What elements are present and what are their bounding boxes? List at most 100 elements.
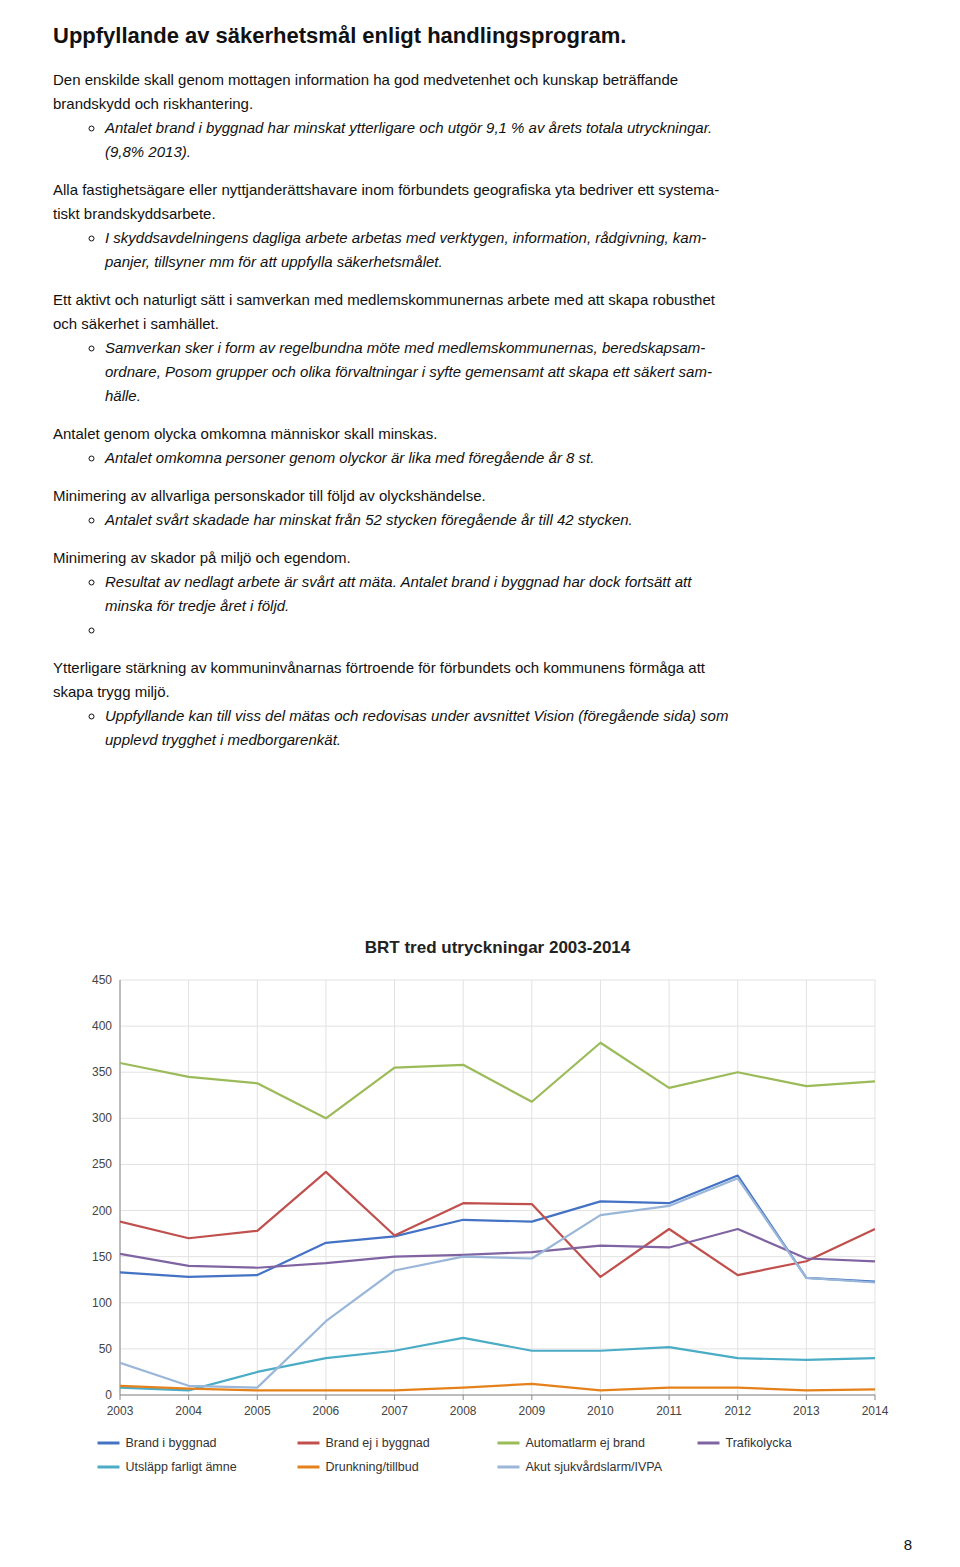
series-line bbox=[120, 1172, 875, 1277]
x-tick bbox=[120, 1395, 121, 1400]
bullet-line: (9,8% 2013). bbox=[105, 140, 933, 164]
bullet-line: upplevd trygghet i medborgarenkät. bbox=[105, 728, 933, 752]
legend-swatch bbox=[98, 1466, 120, 1469]
x-tick-label: 2003 bbox=[107, 1404, 134, 1418]
legend-swatch bbox=[98, 1442, 120, 1445]
bullet-list: Antalet omkomna personer genom olyckor ä… bbox=[53, 446, 933, 470]
paragraph: Den enskilde skall genom mottagen inform… bbox=[53, 68, 933, 164]
x-tick-label: 2011 bbox=[656, 1404, 682, 1418]
bullet-line: Antalet svårt skadade har minskat från 5… bbox=[105, 508, 933, 532]
x-tick bbox=[531, 1395, 532, 1400]
bullet-line: Resultat av nedlagt arbete är svårt att … bbox=[105, 570, 933, 594]
x-grid-line bbox=[669, 980, 670, 1395]
y-grid-line bbox=[120, 1072, 875, 1073]
chart-title: BRT tred utryckningar 2003-2014 bbox=[365, 938, 631, 957]
y-tick-label: 0 bbox=[105, 1388, 112, 1402]
paragraph: Alla fastighetsägare eller nyttjanderätt… bbox=[53, 178, 933, 274]
paragraph-line: Alla fastighetsägare eller nyttjanderätt… bbox=[53, 178, 933, 202]
bullet-list: Uppfyllande kan till viss del mätas och … bbox=[53, 704, 933, 752]
paragraph-line: skapa trygg miljö. bbox=[53, 680, 933, 704]
x-grid-line bbox=[325, 980, 326, 1395]
legend-label: Brand ej i byggnad bbox=[326, 1436, 430, 1450]
x-axis bbox=[120, 1395, 875, 1396]
paragraph: Antalet genom olycka omkomna människor s… bbox=[53, 422, 933, 470]
legend-label: Akut sjukvårdslarm/IVPA bbox=[526, 1460, 663, 1474]
x-tick bbox=[257, 1395, 258, 1400]
x-grid-line bbox=[120, 980, 121, 1395]
y-grid-line bbox=[120, 1395, 875, 1396]
paragraph-line: tiskt brandskyddsarbete. bbox=[53, 202, 933, 226]
legend-label: Trafikolycka bbox=[726, 1436, 792, 1450]
bullet: Samverkan sker i form av regelbundna möt… bbox=[105, 336, 933, 408]
x-grid-line bbox=[257, 980, 258, 1395]
legend-swatch bbox=[498, 1442, 520, 1445]
x-tick-label: 2009 bbox=[518, 1404, 545, 1418]
x-grid-line bbox=[806, 980, 807, 1395]
series-line bbox=[120, 1338, 875, 1391]
bullet-list: Resultat av nedlagt arbete är svårt att … bbox=[53, 570, 933, 642]
legend-label: Utsläpp farligt ämne bbox=[126, 1460, 237, 1474]
legend-swatch bbox=[498, 1466, 520, 1469]
bullet: I skyddsavdelningens dagliga arbete arbe… bbox=[105, 226, 933, 274]
paragraph-line: Den enskilde skall genom mottagen inform… bbox=[53, 68, 933, 92]
legend-label: Drunkning/tillbud bbox=[326, 1460, 419, 1474]
x-tick bbox=[325, 1395, 326, 1400]
x-tick bbox=[463, 1395, 464, 1400]
y-tick-label: 450 bbox=[92, 973, 112, 987]
paragraph: Minimering av skador på miljö och egendo… bbox=[53, 546, 933, 642]
y-axis bbox=[120, 980, 121, 1395]
legend-label: Automatlarm ej brand bbox=[526, 1436, 646, 1450]
grid bbox=[120, 980, 875, 1395]
paragraph-line: Minimering av allvarliga personskador ti… bbox=[53, 484, 933, 508]
paragraph: Ytterligare stärkning av kommuninvånarna… bbox=[53, 656, 933, 752]
x-grid-line bbox=[875, 980, 876, 1395]
x-tick-label: 2004 bbox=[175, 1404, 202, 1418]
y-grid-line bbox=[120, 1026, 875, 1027]
x-tick bbox=[600, 1395, 601, 1400]
y-tick-label: 250 bbox=[92, 1157, 112, 1171]
legend-swatch bbox=[298, 1466, 320, 1469]
bullet: Uppfyllande kan till viss del mätas och … bbox=[105, 704, 933, 752]
text-section: Uppfyllande av säkerhetsmål enligt handl… bbox=[53, 22, 933, 752]
y-tick-label: 300 bbox=[92, 1111, 112, 1125]
y-tick-label: 350 bbox=[92, 1065, 112, 1079]
bullet-line: hälle. bbox=[105, 384, 933, 408]
y-grid-line bbox=[120, 980, 875, 981]
y-grid-line bbox=[120, 1302, 875, 1303]
paragraph-line: och säkerhet i samhället. bbox=[53, 312, 933, 336]
y-tick-label: 100 bbox=[92, 1296, 112, 1310]
paragraph: Minimering av allvarliga personskador ti… bbox=[53, 484, 933, 532]
x-grid-line bbox=[463, 980, 464, 1395]
bullet-list: Samverkan sker i form av regelbundna möt… bbox=[53, 336, 933, 408]
paragraph-line: Ytterligare stärkning av kommuninvånarna… bbox=[53, 656, 933, 680]
bullet-list: I skyddsavdelningens dagliga arbete arbe… bbox=[53, 226, 933, 274]
chart: BRT tred utryckningar 2003-2014050100150… bbox=[60, 925, 900, 1500]
series-line bbox=[120, 1043, 875, 1119]
x-tick bbox=[737, 1395, 738, 1400]
bullet-line: I skyddsavdelningens dagliga arbete arbe… bbox=[105, 226, 933, 250]
x-tick-label: 2007 bbox=[381, 1404, 408, 1418]
bullet-line: Samverkan sker i form av regelbundna möt… bbox=[105, 336, 933, 360]
x-tick-label: 2006 bbox=[313, 1404, 340, 1418]
x-tick-label: 2005 bbox=[244, 1404, 271, 1418]
series-lines bbox=[120, 1043, 875, 1391]
page-heading: Uppfyllande av säkerhetsmål enligt handl… bbox=[53, 22, 933, 50]
x-tick-label: 2012 bbox=[724, 1404, 751, 1418]
legend-swatch bbox=[698, 1442, 720, 1445]
x-grid-line bbox=[394, 980, 395, 1395]
paragraph-line: Ett aktivt och naturligt sätt i samverka… bbox=[53, 288, 933, 312]
page-number: 8 bbox=[904, 1536, 912, 1553]
y-tick-label: 400 bbox=[92, 1019, 112, 1033]
y-grid-line bbox=[120, 1348, 875, 1349]
bullet: Antalet omkomna personer genom olyckor ä… bbox=[105, 446, 933, 470]
y-grid-line bbox=[120, 1164, 875, 1165]
paragraph-line: Minimering av skador på miljö och egendo… bbox=[53, 546, 933, 570]
bullet-list: Antalet svårt skadade har minskat från 5… bbox=[53, 508, 933, 532]
bullet-line: Antalet omkomna personer genom olyckor ä… bbox=[105, 446, 933, 470]
x-tick-label: 2010 bbox=[587, 1404, 614, 1418]
series-line bbox=[120, 1229, 875, 1268]
y-tick-label: 50 bbox=[99, 1342, 113, 1356]
bullet bbox=[105, 618, 933, 642]
legend-label: Brand i byggnad bbox=[126, 1436, 217, 1450]
x-tick bbox=[188, 1395, 189, 1400]
